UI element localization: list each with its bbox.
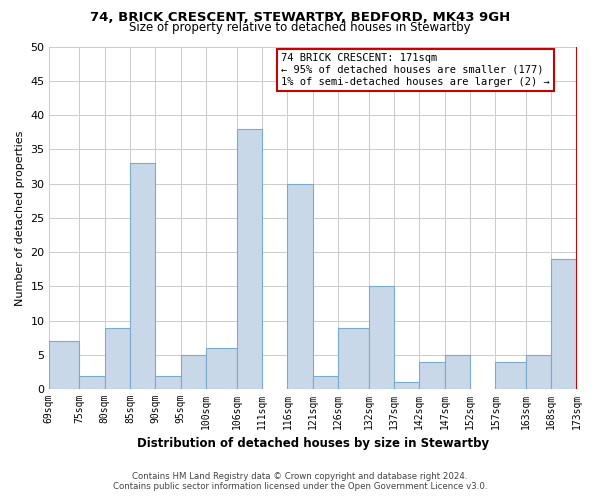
- Bar: [368, 286, 394, 389]
- Text: Contains HM Land Registry data © Crown copyright and database right 2024.
Contai: Contains HM Land Registry data © Crown c…: [113, 472, 487, 491]
- Bar: [49, 342, 79, 389]
- Bar: [104, 328, 130, 389]
- Bar: [130, 163, 155, 389]
- Bar: [394, 382, 419, 389]
- Bar: [287, 184, 313, 389]
- Y-axis label: Number of detached properties: Number of detached properties: [15, 130, 25, 306]
- Bar: [79, 376, 104, 389]
- Bar: [181, 355, 206, 389]
- Text: 74 BRICK CRESCENT: 171sqm
← 95% of detached houses are smaller (177)
1% of semi-: 74 BRICK CRESCENT: 171sqm ← 95% of detac…: [281, 54, 550, 86]
- Bar: [419, 362, 445, 389]
- Text: 74, BRICK CRESCENT, STEWARTBY, BEDFORD, MK43 9GH: 74, BRICK CRESCENT, STEWARTBY, BEDFORD, …: [90, 11, 510, 24]
- Bar: [551, 259, 577, 389]
- Bar: [445, 355, 470, 389]
- Bar: [313, 376, 338, 389]
- Bar: [236, 129, 262, 389]
- X-axis label: Distribution of detached houses by size in Stewartby: Distribution of detached houses by size …: [137, 437, 489, 450]
- Bar: [338, 328, 368, 389]
- Bar: [155, 376, 181, 389]
- Bar: [206, 348, 236, 389]
- Bar: [526, 355, 551, 389]
- Text: Size of property relative to detached houses in Stewartby: Size of property relative to detached ho…: [129, 22, 471, 35]
- Bar: [496, 362, 526, 389]
